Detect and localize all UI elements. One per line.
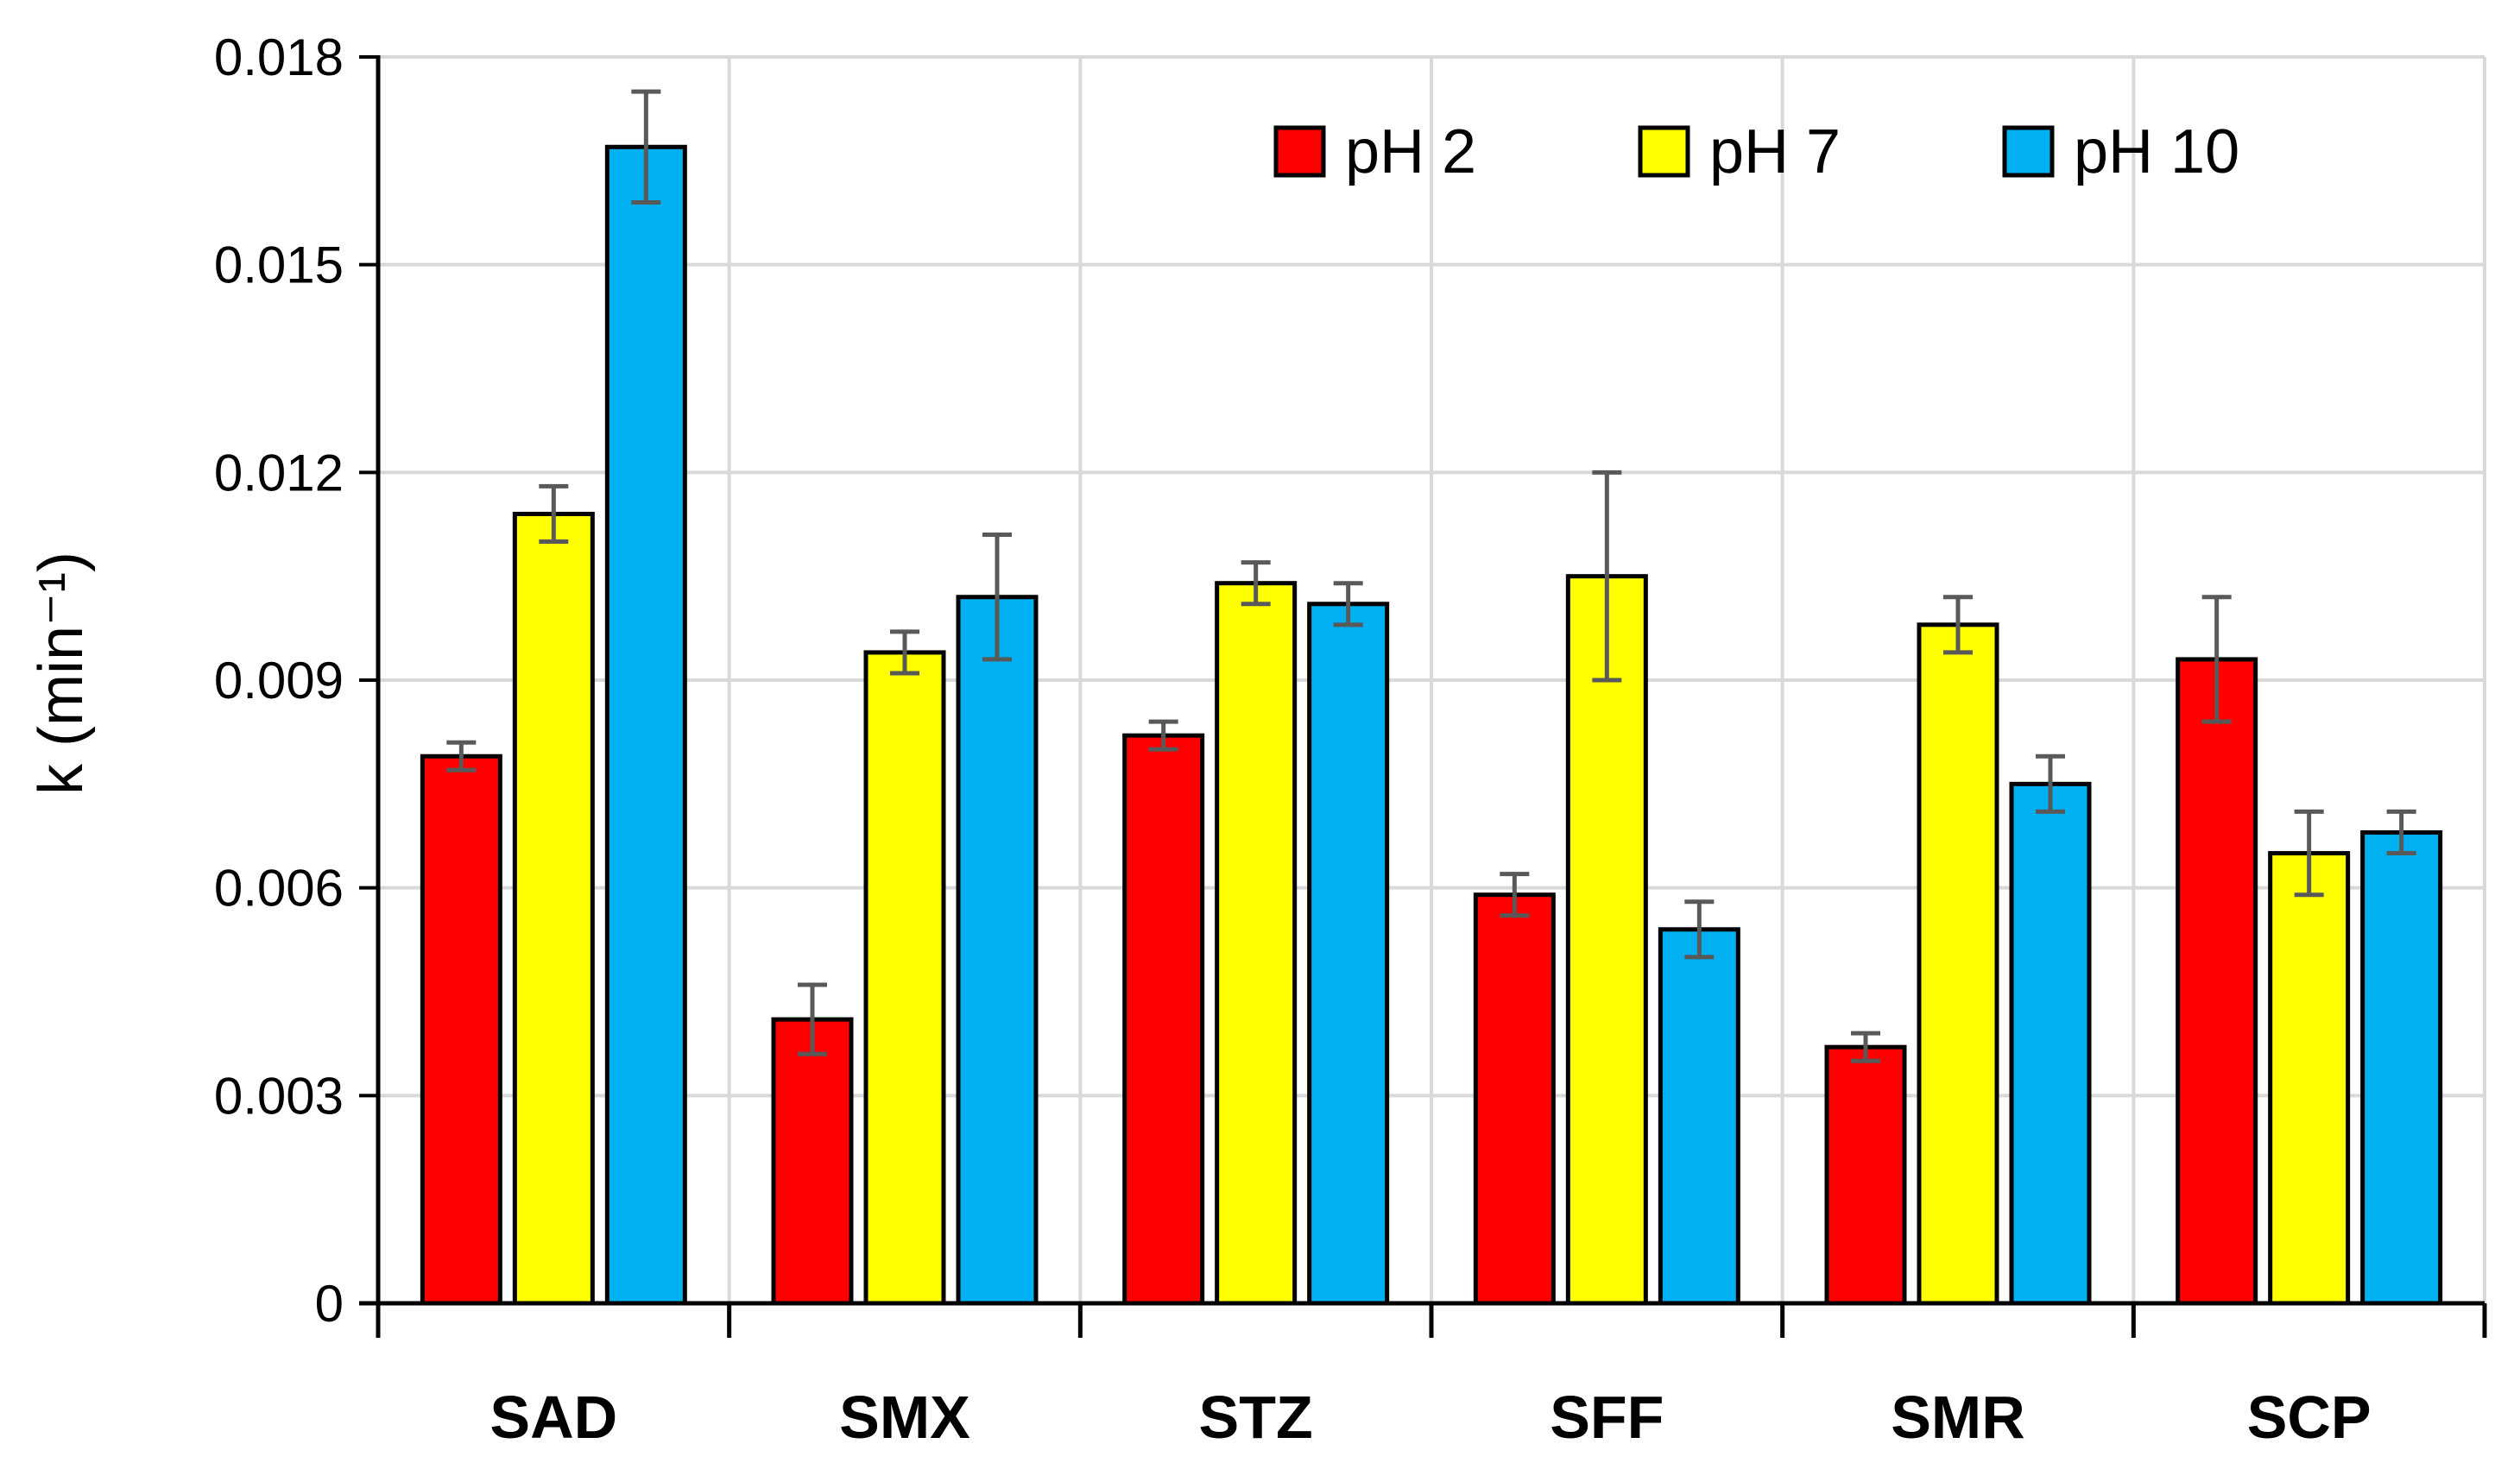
bar-stz-ph2 (1122, 733, 1205, 1306)
y-tick-label: 0 (315, 1275, 344, 1333)
bar-stz-ph7 (1215, 581, 1298, 1306)
bar-smr-ph2 (1824, 1044, 1907, 1306)
grid-lines (378, 55, 2486, 1303)
legend-swatch (1638, 125, 1690, 178)
legend: pH 2 pH 7 pH 10 (1273, 117, 2239, 186)
error-bars (446, 89, 2416, 1063)
bar-smx-ph2 (771, 1017, 854, 1306)
bar-sff-ph7 (1565, 574, 1648, 1306)
legend-swatch (1273, 125, 1326, 178)
legend-label: pH 2 (1345, 117, 1476, 186)
y-tick-label: 0.015 (214, 236, 344, 294)
bar-smr-ph10 (2009, 781, 2092, 1306)
y-tick-label: 0.006 (214, 860, 344, 917)
y-tick-label: 0.009 (214, 652, 344, 709)
bar-sad-ph7 (512, 511, 595, 1306)
x-category-label: SAD (489, 1384, 617, 1451)
x-category-label: SMR (1891, 1384, 2025, 1451)
bar-sff-ph2 (1473, 892, 1556, 1306)
bar-smx-ph10 (956, 595, 1039, 1306)
legend-swatch (2002, 125, 2055, 178)
legend-label: pH 7 (1709, 117, 1841, 186)
x-category-label: SFF (1550, 1384, 1664, 1451)
bars (420, 144, 2443, 1306)
bar-sad-ph2 (420, 753, 502, 1306)
bar-sff-ph10 (1658, 927, 1740, 1306)
axes (359, 55, 2487, 1338)
x-category-label: STZ (1199, 1384, 1313, 1451)
y-tick-label: 0.012 (214, 444, 344, 501)
bar-stz-ph10 (1307, 602, 1390, 1306)
bar-scp-ph2 (2176, 657, 2258, 1306)
bar-scp-ph7 (2268, 851, 2351, 1306)
legend-label: pH 10 (2074, 117, 2239, 186)
y-tick-label: 0.003 (214, 1067, 344, 1125)
y-tick-label: 0.018 (214, 28, 344, 86)
y-axis-title: k (min⁻¹) (27, 552, 96, 795)
x-category-label: SMX (839, 1384, 970, 1451)
bar-sad-ph10 (604, 144, 687, 1306)
bar-smr-ph7 (1917, 622, 1999, 1306)
bar-smx-ph7 (863, 650, 946, 1306)
tick-labels: 0 0.003 0.006 0.009 0.012 0.015 0.018 SAD SMX STZ… (214, 28, 2372, 1451)
bar-scp-ph10 (2360, 829, 2443, 1306)
x-category-label: SCP (2247, 1384, 2372, 1451)
